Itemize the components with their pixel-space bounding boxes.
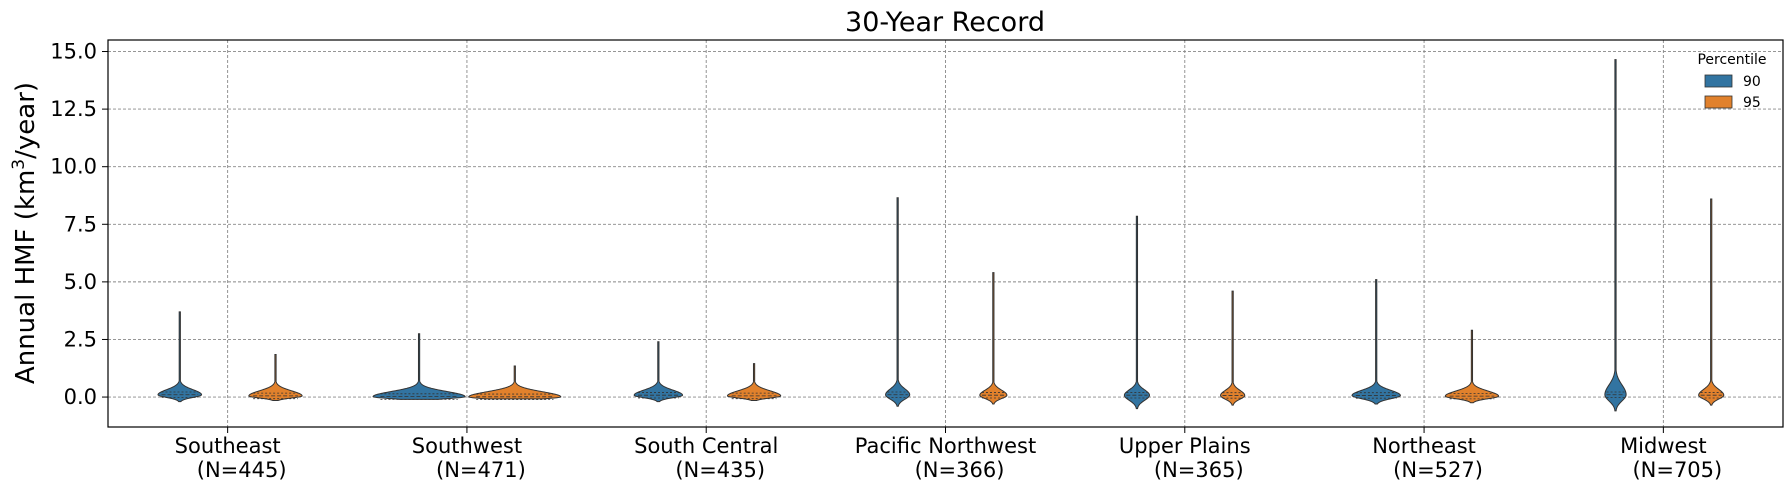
y-tick-label: 5.0 (64, 270, 97, 294)
x-tick-label: Southwest (412, 434, 522, 458)
violin-90-south-central (633, 341, 684, 403)
x-tick-count: (N=445) (197, 458, 287, 482)
grid-lines (108, 40, 1783, 427)
violin-95-upper-plains (1220, 290, 1246, 406)
violin-95-southeast (248, 353, 303, 402)
y-tick-label: 2.5 (64, 327, 97, 351)
chart-title: 30-Year Record (845, 7, 1045, 38)
violin-95-south-central (726, 363, 782, 402)
legend: Percentile 90 95 (1697, 52, 1766, 111)
y-tick-label: 7.5 (64, 212, 97, 236)
x-tick-label: Northeast (1372, 434, 1476, 458)
violin-90-upper-plains (1123, 215, 1151, 410)
x-tick-label: Pacific Northwest (855, 434, 1036, 458)
x-tick-label: Midwest (1620, 434, 1707, 458)
violin-90-pacific-northwest (885, 197, 911, 407)
violin-90-northeast (1351, 279, 1401, 405)
violin-95-southwest (468, 365, 562, 400)
y-axis-ticks: 0.0 2.5 5.0 7.5 10.0 12.5 15.0 (50, 40, 108, 409)
y-tick-label: 15.0 (50, 40, 97, 64)
y-tick-label: 0.0 (64, 385, 97, 409)
legend-title: Percentile (1697, 52, 1766, 68)
legend-swatch-95 (1704, 95, 1733, 109)
violins (157, 59, 1725, 412)
y-axis-label-superscript: 3 (9, 159, 29, 170)
violin-90-midwest (1604, 59, 1627, 412)
legend-label-90: 90 (1743, 74, 1761, 90)
plot-frame (107, 39, 1784, 428)
x-axis-ticks: Southeast(N=445) Southwest(N=471) South Ce… (175, 427, 1722, 482)
y-tick-label: 12.5 (50, 97, 97, 121)
x-tick-count: (N=365) (1154, 458, 1244, 482)
x-tick-label: South Central (634, 434, 778, 458)
x-tick-label: Southeast (175, 434, 281, 458)
violin-95-pacific-northwest (979, 272, 1008, 405)
violin-90-southeast (157, 311, 203, 403)
x-tick-count: (N=435) (675, 458, 765, 482)
x-tick-count: (N=471) (436, 458, 526, 482)
y-tick-label: 10.0 (50, 155, 97, 179)
y-axis-label-tail: /year) (11, 82, 41, 159)
y-axis-label: Annual HMF (km3/year) (9, 82, 41, 384)
legend-label-95: 95 (1743, 95, 1761, 111)
y-axis-label-main: Annual HMF (km (11, 170, 41, 384)
x-tick-count: (N=366) (915, 458, 1005, 482)
x-tick-count: (N=527) (1393, 458, 1483, 482)
x-tick-count: (N=705) (1632, 458, 1722, 482)
violin-90-southwest (372, 333, 466, 400)
violin-95-northeast (1444, 329, 1500, 404)
violin-95-midwest (1698, 198, 1725, 406)
legend-swatch-90 (1704, 74, 1733, 88)
x-tick-label: Upper Plains (1119, 434, 1251, 458)
